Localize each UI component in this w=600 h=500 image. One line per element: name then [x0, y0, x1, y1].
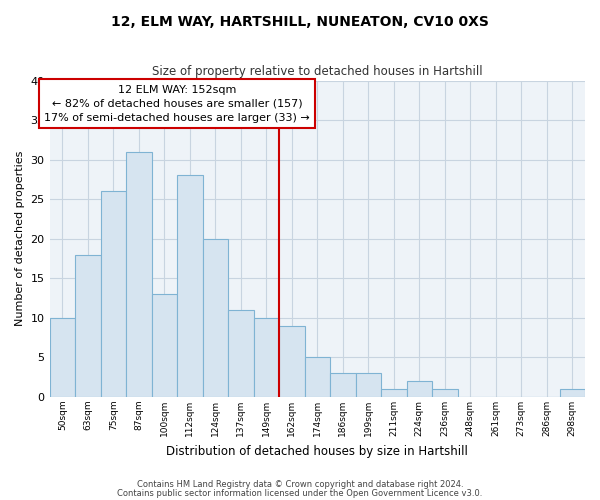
- Bar: [177, 176, 203, 397]
- Bar: [126, 152, 152, 397]
- Bar: [330, 374, 356, 397]
- Bar: [560, 389, 585, 397]
- Bar: [381, 389, 407, 397]
- Bar: [432, 389, 458, 397]
- Text: Contains public sector information licensed under the Open Government Licence v3: Contains public sector information licen…: [118, 488, 482, 498]
- Bar: [279, 326, 305, 397]
- Bar: [50, 318, 75, 397]
- X-axis label: Distribution of detached houses by size in Hartshill: Distribution of detached houses by size …: [166, 444, 468, 458]
- Y-axis label: Number of detached properties: Number of detached properties: [15, 151, 25, 326]
- Title: Size of property relative to detached houses in Hartshill: Size of property relative to detached ho…: [152, 65, 482, 78]
- Bar: [203, 239, 228, 397]
- Bar: [407, 381, 432, 397]
- Text: 12 ELM WAY: 152sqm
← 82% of detached houses are smaller (157)
17% of semi-detach: 12 ELM WAY: 152sqm ← 82% of detached hou…: [44, 84, 310, 122]
- Bar: [152, 294, 177, 397]
- Bar: [305, 358, 330, 397]
- Text: Contains HM Land Registry data © Crown copyright and database right 2024.: Contains HM Land Registry data © Crown c…: [137, 480, 463, 489]
- Bar: [75, 254, 101, 397]
- Bar: [356, 374, 381, 397]
- Bar: [101, 192, 126, 397]
- Bar: [228, 310, 254, 397]
- Bar: [254, 318, 279, 397]
- Text: 12, ELM WAY, HARTSHILL, NUNEATON, CV10 0XS: 12, ELM WAY, HARTSHILL, NUNEATON, CV10 0…: [111, 15, 489, 29]
